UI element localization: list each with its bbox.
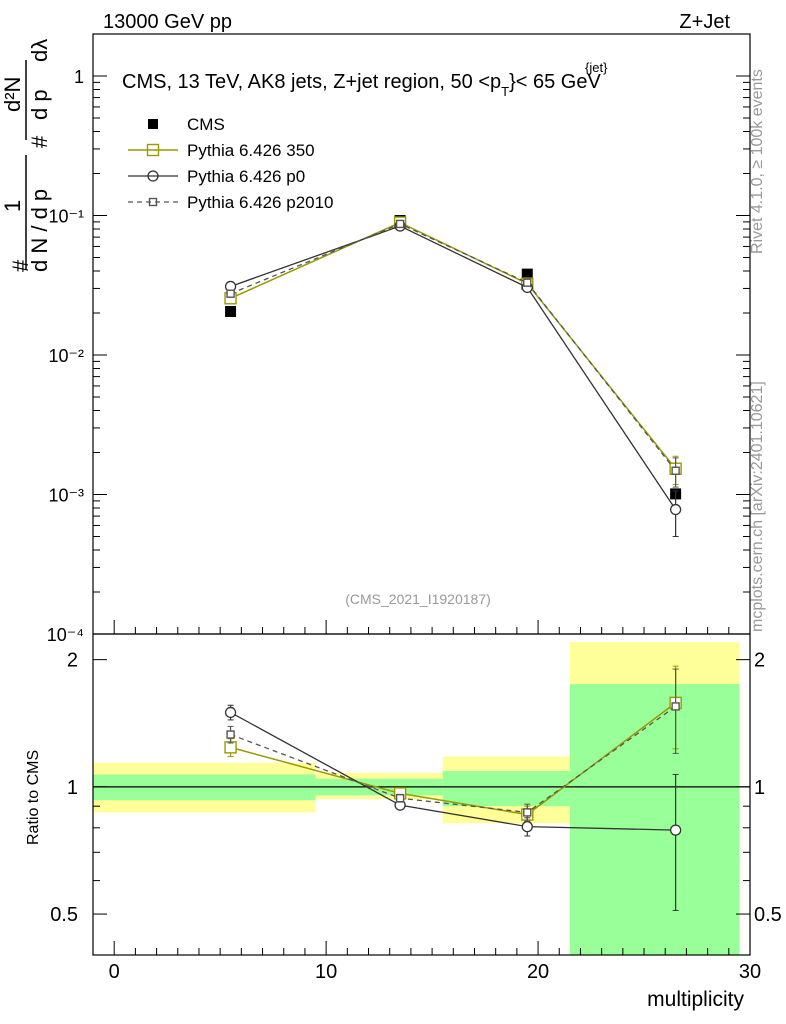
top-y-tick-label: 10⁻² — [48, 346, 84, 366]
x-tick-label: 20 — [527, 961, 549, 983]
ratio-point-1 — [669, 824, 682, 836]
svg-text:CMS, 13 TeV, AK8 jets, Z+jet r: CMS, 13 TeV, AK8 jets, Z+jet region, 50 … — [122, 71, 601, 99]
ratio-line-1 — [230, 711, 676, 831]
x-tick-label: 10 — [315, 961, 337, 983]
legend: CMS Pythia 6.426 350 Pythia 6.426 p0 Pythia… — [128, 115, 334, 212]
ratio-bands — [93, 642, 740, 955]
top-y-axis-label: # 1 d N / d p # d²N d p dλ — [0, 39, 52, 272]
ratio-point-1 — [521, 821, 533, 833]
side-text-rivet: Rivet 4.1.0, ≥ 100k events — [749, 69, 766, 254]
cms-data-point — [225, 306, 237, 318]
top-point-2 — [226, 289, 235, 298]
axes: 0 10 20 30 1 10⁻¹ 10⁻² 10⁻³ 10⁻⁴ 2 2 1 1 0.5 0.5 — [47, 33, 782, 983]
ratio-point-2 — [523, 808, 532, 817]
ratio-point-2 — [226, 730, 235, 739]
top-point-2 — [395, 219, 405, 229]
bottom-y-tick-label-right: 0.5 — [754, 904, 782, 926]
legend-label: Pythia 6.426 p0 — [187, 167, 305, 186]
x-tick-label: 30 — [739, 961, 761, 983]
main-title-sup: {jet} — [585, 60, 608, 75]
ratio-line-2 — [230, 705, 677, 814]
ratio-point-0 — [224, 741, 237, 754]
cms-data-point — [521, 268, 533, 280]
top-y-tick-label: 1 — [74, 67, 84, 87]
series-group — [146, 143, 682, 911]
ylabel-d2n: d²N — [0, 77, 25, 112]
ylabel-dl: dλ — [27, 39, 52, 62]
legend-marker-cms — [148, 119, 158, 129]
main-title: CMS, 13 TeV, AK8 jets, Z+jet region, 50 … — [122, 60, 608, 99]
top-line-2 — [230, 223, 677, 472]
analysis-watermark: (CMS_2021_I1920187) — [345, 591, 491, 607]
top-point-2 — [671, 466, 680, 475]
main-title-sub: T — [501, 84, 509, 99]
band-green-3 — [569, 684, 740, 955]
header-left: 13000 GeV pp — [103, 11, 232, 33]
main-title-end: }< 65 GeV — [509, 71, 601, 93]
legend-label: CMS — [187, 115, 225, 134]
top-point-1 — [669, 503, 682, 516]
ratio-point-2 — [395, 794, 405, 803]
top-y-tick-label: 10⁻¹ — [48, 206, 84, 226]
ratio-point-1 — [224, 706, 237, 719]
ratio-point-2 — [671, 702, 680, 711]
ylabel-dpt: d p — [27, 89, 52, 120]
ylabel-dn-dpt: d N / d p — [27, 189, 52, 272]
top-y-tick-label: 10⁻³ — [48, 485, 84, 505]
bottom-y-tick-label: 0.5 — [50, 904, 78, 926]
bottom-y-tick-label: 2 — [67, 650, 78, 672]
ylabel-one: 1 — [0, 200, 25, 212]
legend-label: Pythia 6.426 p2010 — [187, 193, 334, 212]
x-tick-label: 0 — [109, 961, 120, 983]
top-line-0 — [230, 221, 677, 470]
bottom-y-tick-label-right: 2 — [754, 650, 765, 672]
bottom-y-axis-label: Ratio to CMS — [25, 750, 42, 845]
ylabel-hash-2: # — [27, 135, 52, 148]
side-text-mcplots: mcplots.cern.ch [arXiv:2401.10621] — [749, 381, 766, 632]
bottom-panel-frame — [92, 633, 751, 956]
top-y-tick-label: 10⁻⁴ — [47, 625, 84, 645]
band-green-2 — [442, 771, 570, 807]
top-line-1 — [230, 225, 677, 510]
header-right: Z+Jet — [679, 11, 730, 33]
main-title-text: CMS, 13 TeV, AK8 jets, Z+jet region, 50 … — [122, 71, 501, 93]
x-axis-label: multiplicity — [647, 988, 744, 1011]
legend-label: Pythia 6.426 350 — [187, 141, 315, 160]
bottom-y-tick-label-right: 1 — [754, 777, 765, 799]
top-point-2 — [523, 278, 532, 287]
bottom-y-tick-label: 1 — [67, 777, 78, 799]
